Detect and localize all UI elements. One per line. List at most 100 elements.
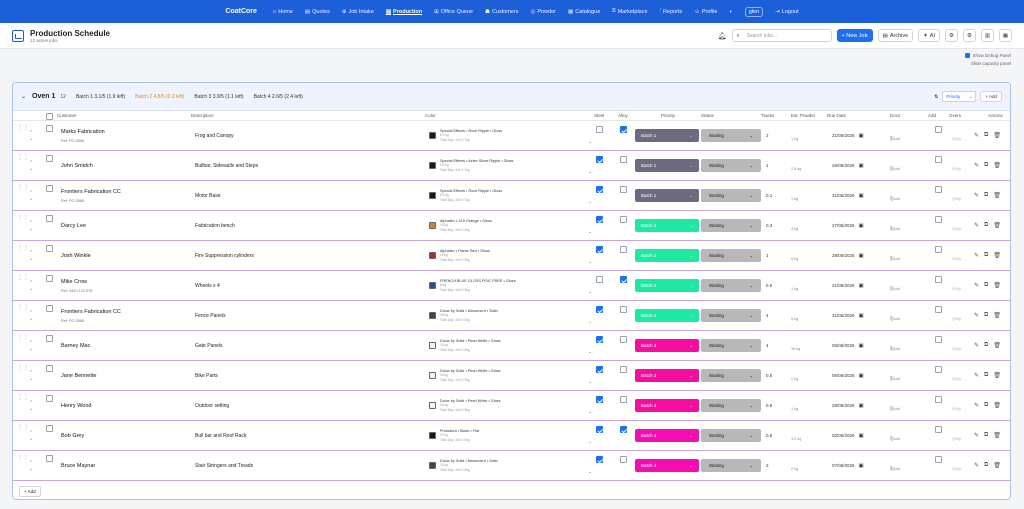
batch-tab-4[interactable]: Batch 4 2.6/5 (2.4 left) <box>253 93 303 100</box>
color-cell[interactable]: Dulux by Solid • Pearl White • Gloss 18 … <box>429 391 592 420</box>
reorder-arrows[interactable]: ⌃ ⌄ <box>29 391 33 420</box>
calendar-button[interactable]: ▦ <box>999 29 1012 42</box>
debug-toggle[interactable]: Show Debug Panel <box>965 53 1011 58</box>
sort-select[interactable]: Priority ⌄ <box>942 91 977 102</box>
priority-select[interactable]: Batch 1 ⌄ <box>635 181 699 210</box>
reorder-arrows[interactable]: ⌃ ⌄ <box>29 421 33 450</box>
overs-value[interactable]: ◷ 0/g <box>952 271 961 300</box>
table-row[interactable]: ⋮⋮ ⌃ ⌄ Bob Grey Bull bar and Roof Rack Pr… <box>13 421 1010 451</box>
chevron-up-icon[interactable]: ⌃ <box>29 429 34 436</box>
chevron-up-icon[interactable]: ⌃ <box>29 219 34 226</box>
bell-icon[interactable]: 🔔︎ <box>717 32 727 40</box>
tracks-value[interactable]: 1 <box>766 163 769 168</box>
due-date-value[interactable]: 28/05/2026 ▣ <box>832 241 864 270</box>
chevron-down-icon[interactable]: ⌄ <box>588 469 592 474</box>
description-cell[interactable]: Fire Suppression cylinders <box>195 252 254 259</box>
description-cell[interactable]: Fence Panels <box>195 312 226 319</box>
drag-handle-icon[interactable]: ⋮⋮ <box>17 275 29 281</box>
drag-handle-icon[interactable]: ⋮⋮ <box>17 305 29 311</box>
logout-link[interactable]: ⇥ Logout <box>775 9 798 15</box>
nav-item-catalogue[interactable]: ▦ Catalogue <box>568 8 600 15</box>
row-select-checkbox[interactable] <box>46 271 53 300</box>
row-select-checkbox[interactable] <box>46 301 53 330</box>
calendar-icon[interactable]: ▣ <box>858 192 864 199</box>
color-cell[interactable]: Protodura • Black • Flat 10 kg Total 2kg… <box>429 421 592 450</box>
due-date-value[interactable]: 28/05/2026 ▣ <box>832 391 864 420</box>
reorder-arrows[interactable]: ⌃ ⌄ <box>29 241 33 270</box>
chevron-down-icon[interactable]: ⌄ <box>29 285 34 292</box>
description-cell[interactable]: Outdoor setting <box>195 402 230 409</box>
alloy-checkbox[interactable] <box>620 271 627 300</box>
calendar-icon[interactable]: ▣ <box>858 312 864 319</box>
steel-checkbox[interactable] <box>596 421 603 450</box>
nav-item-powder[interactable]: ◎ Powder <box>531 8 556 15</box>
priority-select[interactable]: Batch 3 ⌄ <box>635 391 699 420</box>
calendar-icon[interactable]: ▣ <box>858 162 864 169</box>
status-select[interactable]: Waiting ⌄ <box>701 421 761 450</box>
chevron-down-icon[interactable]: ⌄ <box>588 259 592 264</box>
color-cell[interactable]: FRENCH BLUE GLOSS POIC FREE • Gloss 8 kg… <box>429 271 592 300</box>
priority-select[interactable]: Batch 1 ⌄ <box>635 121 699 150</box>
priority-select[interactable]: Batch 4 ⌄ <box>635 451 699 480</box>
chevron-down-icon[interactable]: ⌄ <box>29 315 34 322</box>
tracks-value[interactable]: 0.5 <box>766 283 773 288</box>
drag-handle-icon[interactable]: ⋮⋮ <box>17 455 29 461</box>
alloy-checkbox[interactable] <box>620 181 627 210</box>
color-cell[interactable]: Special Effects • Aztec Silver Ripple • … <box>429 151 592 180</box>
ai-button[interactable]: ✦ AI <box>918 29 940 42</box>
status-select[interactable]: Waiting ⌄ <box>701 331 761 360</box>
calendar-icon[interactable]: ▣ <box>858 372 864 379</box>
priority-select[interactable]: Batch 2 ⌄ <box>635 301 699 330</box>
overs-value[interactable]: ◷ 0/g <box>952 181 961 210</box>
oven-add-button[interactable]: + Add <box>980 91 1002 102</box>
status-select[interactable]: Waiting ⌄ <box>701 181 761 210</box>
overs-value[interactable]: ◷ 0/g <box>952 451 961 480</box>
alloy-checkbox[interactable] <box>620 361 627 390</box>
customer-name[interactable]: Bruce Maynar <box>61 462 96 469</box>
col-est-powder[interactable]: Est. Powder <box>791 113 816 118</box>
alloy-checkbox[interactable] <box>620 241 627 270</box>
customer-name[interactable]: Barney Mac <box>61 342 91 349</box>
chevron-down-icon[interactable]: ⌄ <box>588 349 592 354</box>
table-row[interactable]: ⋮⋮ ⌃ ⌄ John Smidch Bullbar, Sidewalls and… <box>13 151 1010 181</box>
customer-name[interactable]: Josh Winkle <box>61 252 91 259</box>
chevron-down-icon[interactable]: ⌄ <box>588 139 592 144</box>
chevron-down-icon[interactable]: ⌄ <box>29 345 34 352</box>
tracks-value[interactable]: 1 <box>766 253 769 258</box>
col-add[interactable]: Add <box>928 113 937 118</box>
description-cell[interactable]: Bullbar, Sidewalls and Steps <box>195 162 259 169</box>
due-date-value[interactable]: 21/05/2026 ▣ <box>832 121 864 150</box>
color-cell[interactable]: Dulux by Solid • Monument • Satin 18 kg … <box>429 301 592 330</box>
alloy-checkbox[interactable] <box>620 151 627 180</box>
description-cell[interactable]: Frog and Canopy <box>195 132 234 139</box>
brand-logo[interactable]: CoatCore <box>225 8 257 15</box>
chart-button[interactable]: ▥ <box>981 29 994 42</box>
calendar-icon[interactable]: ▣ <box>858 462 864 469</box>
due-date-value[interactable]: 02/06/2026 ▣ <box>832 421 864 450</box>
calendar-icon[interactable]: ▣ <box>858 132 864 139</box>
reorder-arrows[interactable]: ⌃ ⌄ <box>29 151 33 180</box>
add-checkbox[interactable] <box>935 241 942 270</box>
docs-add-link[interactable]: ⎘ Add <box>890 451 900 480</box>
user-menu[interactable]: glen <box>744 6 764 17</box>
nav-item-reports[interactable]: ⫶ Reports <box>660 8 683 15</box>
add-checkbox[interactable] <box>935 451 942 480</box>
docs-add-link[interactable]: ⎘ Add <box>890 331 900 360</box>
trash-icon[interactable]: 🗑︎ <box>993 373 1001 379</box>
table-row[interactable]: ⋮⋮ ⌃ ⌄ Mike Crow Ref: 0420 123 978 Wheels… <box>13 271 1010 301</box>
trash-icon[interactable]: 🗑︎ <box>993 433 1001 439</box>
overs-value[interactable]: ◷ 0/g <box>952 241 961 270</box>
new-job-button[interactable]: + New Job <box>836 29 873 42</box>
steel-checkbox[interactable] <box>596 391 603 420</box>
reorder-arrows[interactable]: ⌃ ⌄ <box>29 181 33 210</box>
chevron-up-icon[interactable]: ⌃ <box>29 159 34 166</box>
batch-tab-3[interactable]: Batch 3 3.9/5 (1.1 left) <box>194 93 244 100</box>
copy-icon[interactable]: ⧉ <box>984 402 989 408</box>
docs-add-link[interactable]: ⎘ Add <box>890 421 900 450</box>
nav-item-profile[interactable]: ☺ Profile <box>694 8 717 15</box>
add-checkbox[interactable] <box>935 361 942 390</box>
settings-button[interactable]: ⚙ <box>945 29 958 42</box>
copy-icon[interactable]: ⧉ <box>984 462 989 468</box>
alloy-checkbox[interactable] <box>620 211 627 240</box>
chevron-down-icon[interactable]: ⌄ <box>588 289 592 294</box>
